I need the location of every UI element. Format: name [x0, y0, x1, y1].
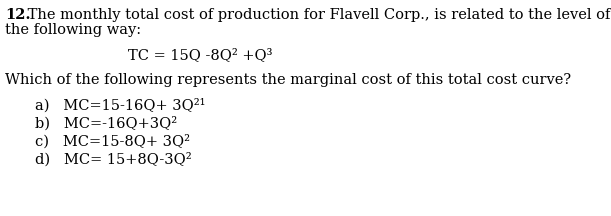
Text: a)   MC=15-16Q+ 3Q²¹: a) MC=15-16Q+ 3Q²¹	[35, 98, 205, 112]
Text: the following way:: the following way:	[5, 23, 141, 37]
Text: The monthly total cost of production for Flavell Corp., is related to the level : The monthly total cost of production for…	[23, 8, 611, 22]
Text: 12.: 12.	[5, 8, 31, 22]
Text: TC = 15Q -8Q² +Q³: TC = 15Q -8Q² +Q³	[128, 48, 273, 62]
Text: Which of the following represents the marginal cost of this total cost curve?: Which of the following represents the ma…	[5, 73, 571, 87]
Text: b)   MC=-16Q+3Q²: b) MC=-16Q+3Q²	[35, 116, 177, 130]
Text: d)   MC= 15+8Q-3Q²: d) MC= 15+8Q-3Q²	[35, 152, 192, 166]
Text: c)   MC=15-8Q+ 3Q²: c) MC=15-8Q+ 3Q²	[35, 134, 190, 148]
